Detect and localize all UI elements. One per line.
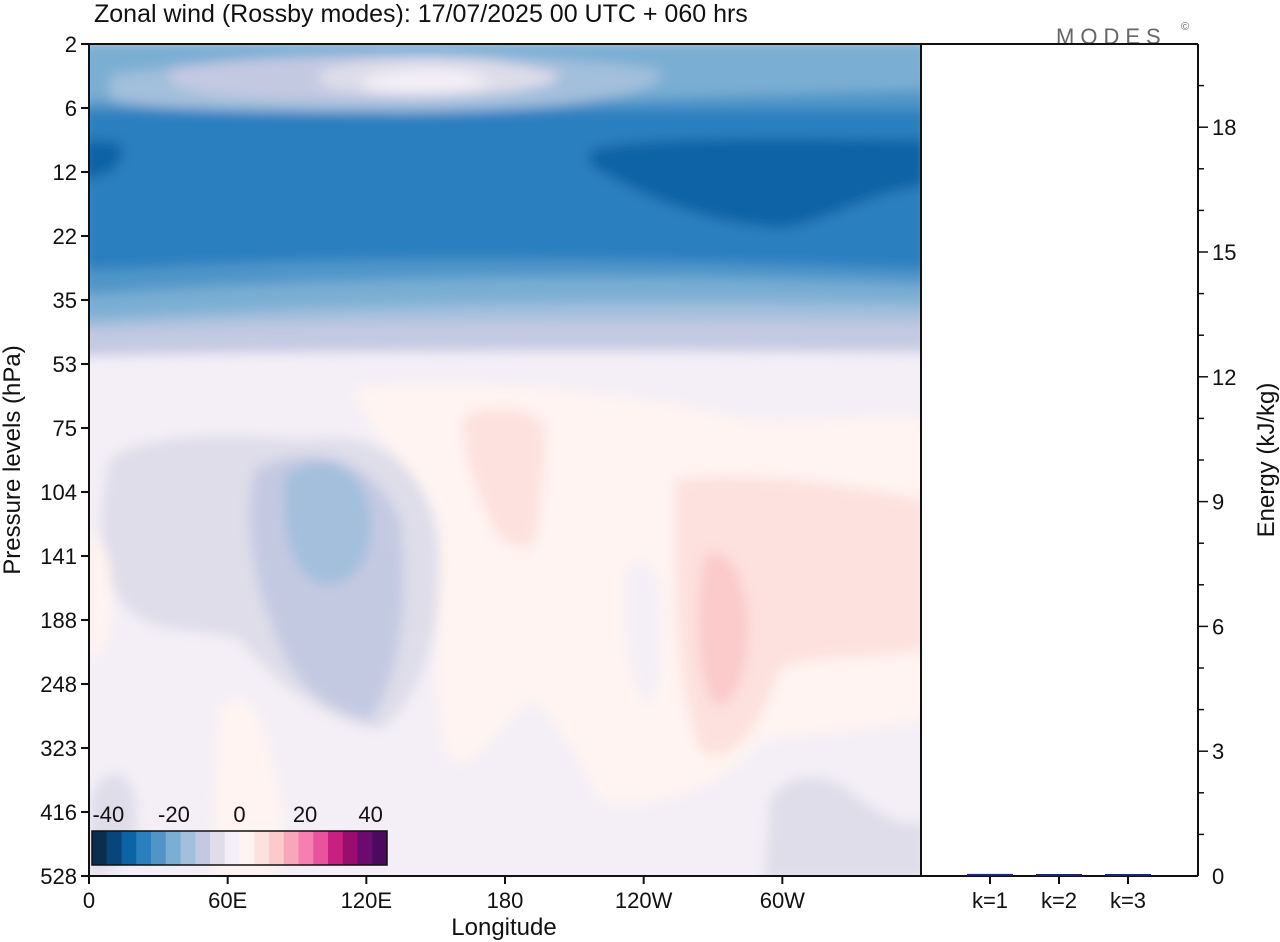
colorbar-swatch xyxy=(106,831,122,865)
colorbar-swatch xyxy=(283,831,299,865)
colorbar-swatch xyxy=(313,831,329,865)
modes-logo: MODES xyxy=(1056,24,1167,49)
positive-maximum-80w xyxy=(698,552,749,706)
x-tick-label: 120E xyxy=(341,888,392,913)
colorbar-swatch xyxy=(239,831,255,865)
y-tick-label: 141 xyxy=(40,544,77,569)
colorbar-swatch xyxy=(328,831,344,865)
x-tick-label: 120W xyxy=(615,888,673,913)
energy-tick-label: 9 xyxy=(1212,490,1224,515)
colorbar-swatch xyxy=(210,831,226,865)
x-tick-label: 180 xyxy=(487,888,524,913)
chart-title: Zonal wind (Rossby modes): 17/07/2025 00… xyxy=(94,0,748,28)
heatmap-field xyxy=(89,44,921,876)
strong-easterly-jet xyxy=(590,138,921,228)
y-axis-ticks: 2 6 12 22 35 53 75 104 141 188 248 323 416 528 xyxy=(40,32,89,889)
negative-lower-east xyxy=(765,777,921,876)
y-tick-label: 35 xyxy=(53,288,77,313)
colorbar-swatch xyxy=(298,831,314,865)
energy-category-label: k=3 xyxy=(1110,888,1146,913)
logo-copyright-mark: © xyxy=(1181,21,1189,33)
colorbar-swatch xyxy=(165,831,181,865)
strong-easterly-west xyxy=(89,140,122,179)
energy-categories: k=1 k=2 k=3 xyxy=(972,876,1146,913)
energy-ticks: 0 3 6 9 12 15 18 xyxy=(1198,84,1236,889)
x-tick-label: 60W xyxy=(760,888,805,913)
colorbar-swatch xyxy=(224,831,240,865)
colorbar: -40 -20 0 20 40 xyxy=(91,802,388,866)
y-tick-label: 188 xyxy=(40,608,77,633)
upper-weakest-core xyxy=(365,69,490,93)
colorbar-swatch xyxy=(121,831,137,865)
energy-bar xyxy=(1105,874,1151,876)
colorbar-label: -40 xyxy=(92,802,124,827)
band-45hpa xyxy=(89,320,921,356)
y-tick-label: 2 xyxy=(65,32,77,57)
energy-bar xyxy=(967,873,1013,876)
colorbar-frame xyxy=(91,830,388,866)
positive-western-edge xyxy=(90,530,112,660)
energy-bar xyxy=(1036,874,1082,876)
colorbar-swatch xyxy=(372,831,388,865)
y-tick-label: 53 xyxy=(53,352,77,377)
y-tick-label: 104 xyxy=(40,480,77,505)
energy-tick-label: 3 xyxy=(1212,739,1224,764)
colorbar-label: 20 xyxy=(293,802,317,827)
colorbar-label: 40 xyxy=(358,802,382,827)
negative-minimum-100e xyxy=(284,461,371,585)
y-tick-label: 416 xyxy=(40,800,77,825)
energy-bars xyxy=(967,873,1151,876)
y-tick-label: 12 xyxy=(53,160,77,185)
positive-region-180 xyxy=(463,408,545,547)
x-axis-title: Longitude xyxy=(451,914,556,941)
colorbar-swatch xyxy=(269,831,285,865)
colorbar-label: -20 xyxy=(158,802,190,827)
colorbar-swatch xyxy=(357,831,373,865)
y-tick-label: 248 xyxy=(40,672,77,697)
energy-axis-title: Energy (kJ/kg) xyxy=(1253,383,1280,538)
x-tick-label: 0 xyxy=(83,888,95,913)
y-tick-label: 75 xyxy=(53,416,77,441)
colorbar-swatch xyxy=(151,831,167,865)
energy-tick-label: 0 xyxy=(1212,864,1224,889)
colorbar-swatch xyxy=(254,831,270,865)
energy-tick-label: 6 xyxy=(1212,614,1224,639)
y-tick-label: 22 xyxy=(53,224,77,249)
energy-tick-label: 18 xyxy=(1212,115,1236,140)
y-axis-title: Pressure levels (hPa) xyxy=(0,345,26,574)
energy-tick-label: 15 xyxy=(1212,240,1236,265)
y-tick-label: 6 xyxy=(65,96,77,121)
colorbar-swatch xyxy=(180,831,196,865)
y-tick-label: 528 xyxy=(40,864,77,889)
energy-category-label: k=1 xyxy=(972,888,1008,913)
neutral-pocket xyxy=(623,560,663,705)
x-tick-label: 60E xyxy=(208,888,247,913)
colorbar-swatch xyxy=(136,831,152,865)
colorbar-label: 0 xyxy=(233,802,245,827)
x-axis-ticks: 0 60E 120E 180 120W 60W xyxy=(83,876,805,913)
colorbar-swatch xyxy=(342,831,358,865)
energy-panel: 0 3 6 9 12 15 18 k=1 k=2 k=3 Energy (kJ/kg) xyxy=(921,43,1280,913)
energy-category-label: k=2 xyxy=(1041,888,1077,913)
colorbar-swatch xyxy=(92,831,108,865)
colorbar-swatch xyxy=(195,831,211,865)
y-tick-label: 323 xyxy=(40,736,77,761)
energy-tick-label: 12 xyxy=(1212,365,1236,390)
